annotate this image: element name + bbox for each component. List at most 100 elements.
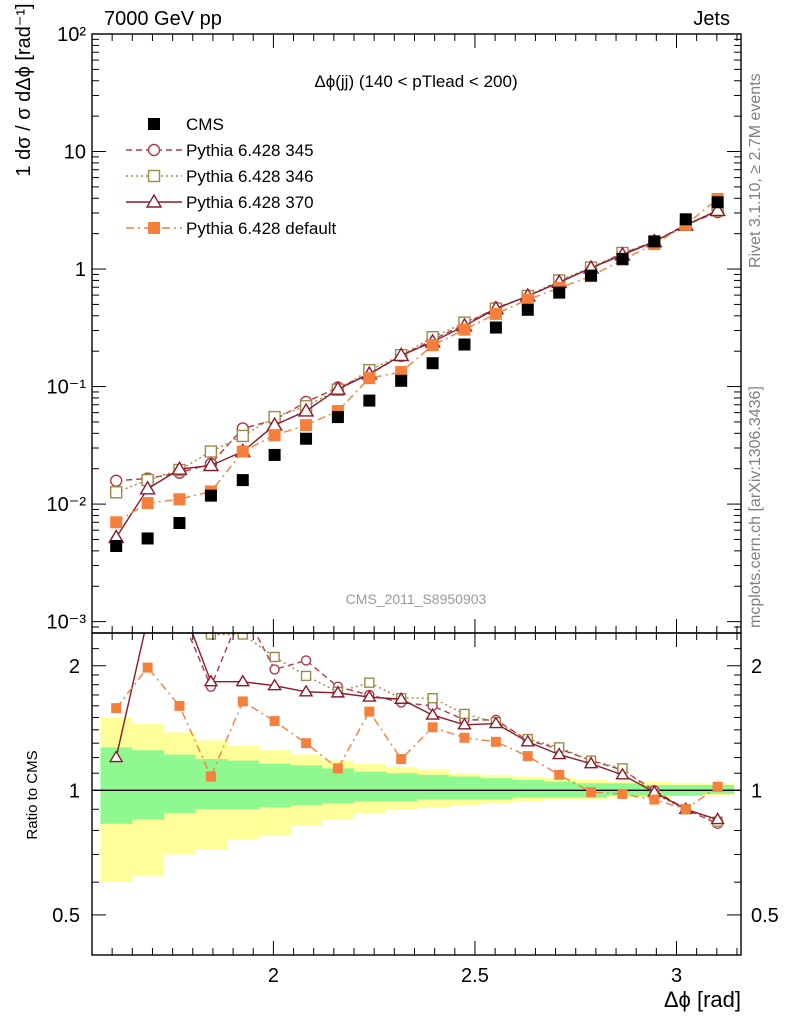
main-point-cms [679,213,692,226]
main-point-pythia-6-428-default [173,493,186,506]
main-point-pythia-6-428-default [521,293,534,306]
band-inner-bin [480,778,513,800]
ratio-point-pythia-6-428-370 [203,674,219,687]
band-inner-bin [543,781,576,798]
ratio-point-pythia-6-428-default [237,696,248,707]
main-point-pythia-6-428-370 [392,347,410,362]
main-point-pythia-6-428-346 [236,429,249,443]
ratio-point-pythia-6-428-default [142,662,153,673]
main-point-pythia-6-428-370 [329,380,347,395]
main-point-pythia-6-428-346 [109,486,123,499]
legend-marker-cms [148,118,160,130]
ratio-point-pythia-6-428-default [205,771,216,782]
legend: CMS Pythia 6.428 345 Pythia 6.428 346 Pythi… [126,115,337,238]
plot-header-left: 7000 GeV pp [104,8,222,30]
main-point-cms [458,338,471,351]
ratio-point-pythia-6-428-345 [112,556,121,565]
ratio-point-pythia-6-428-370 [615,767,630,780]
main-series [107,192,726,552]
band-inner-bin [195,759,228,810]
panel-frames [91,33,742,956]
axis-labels: Δϕ(jj) (140 < pTlead < 200) CMS_2011_S895… [13,3,741,1012]
main-point-pythia-6-428-370 [139,480,156,495]
ratio-point-pythia-6-428-370 [488,716,504,729]
ratio-point-pythia-6-428-default [459,732,470,743]
legend-marker-pythia-6-428-345 [147,143,161,157]
band-inner-bin [290,765,323,806]
legend-label-pythia-6-428-345: Pythia 6.428 345 [186,141,314,160]
main-point-cms [521,303,534,316]
legend-marker-pythia-6-428-346 [147,169,161,183]
main-point-cms [395,374,408,387]
main-point-pythia-6-428-370 [171,460,188,475]
ratio-point-pythia-6-428-345 [300,655,312,666]
main-point-pythia-6-428-default [489,307,502,320]
main-point-cms [173,517,186,530]
ratio-point-pythia-6-428-370 [267,678,282,691]
legend-label-cms: CMS [186,115,224,134]
main-line-pythia-6-428-345 [116,211,718,482]
main-point-pythia-6-428-default [268,429,281,442]
ratio-point-pythia-6-428-346 [237,633,248,640]
main-point-cms [331,411,344,424]
ratio-point-pythia-6-428-default [712,781,723,792]
main-point-cms [236,474,249,487]
plot-header-right: Jets [693,8,730,30]
ratio-point-pythia-6-428-default [680,804,691,815]
ratio-point-pythia-6-428-346 [300,670,312,682]
main-point-pythia-6-428-370 [297,402,315,417]
ratio-y-tick-label-left: 0.5 [52,905,80,927]
legend-label-pythia-6-428-346: Pythia 6.428 346 [186,167,314,186]
band-inner-bin [385,773,418,802]
ratio-line-pythia-6-428-370 [115,633,718,821]
ratio-y-tick-label-right: 2 [751,656,762,678]
main-plot-title: Δϕ(jj) (140 < pTlead < 200) [314,72,517,91]
ratio-point-pythia-6-428-345 [238,604,247,613]
x-tick-label: 2.5 [461,965,489,987]
ratio-point-pythia-6-428-346 [269,651,280,663]
band-inner-bin [131,750,165,820]
main-point-pythia-6-428-345 [109,474,123,487]
ratio-point-pythia-6-428-370 [362,689,377,702]
ratio-point-pythia-6-428-370 [551,747,567,760]
ratio-point-pythia-6-428-346 [175,601,184,610]
ratio-uncertainty-bands [92,717,741,883]
ratio-series [108,556,725,830]
ratio-point-pythia-6-428-default [269,716,280,727]
main-point-cms [711,196,724,209]
main-y-tick-label: 10⁻³ [47,612,87,634]
ratio-point-pythia-6-428-default [427,722,438,733]
ratio-point-pythia-6-428-346 [427,692,438,704]
band-inner-bin [416,774,450,800]
ratio-point-pythia-6-428-345 [175,607,184,616]
main-point-cms [585,269,598,282]
ratio-point-pythia-6-428-345 [269,664,280,675]
band-inner-bin [512,779,544,798]
main-point-cms [426,357,439,370]
ratio-y-tick-label-left: 1 [69,780,80,802]
ratio-point-pythia-6-428-default [554,769,565,780]
main-point-pythia-6-428-346 [204,445,218,458]
ratio-point-pythia-6-428-370 [108,750,124,763]
ratio-point-pythia-6-428-370 [298,684,314,697]
ratio-y-tick-label-right: 1 [751,780,762,802]
ratio-point-pythia-6-428-default [522,751,533,762]
main-y-tick-label: 10⁻¹ [47,377,87,399]
ratio-y-axis-label: Ratio to CMS [24,750,41,839]
ratio-line-pythia-6-428-345 [187,633,718,825]
ratio-point-pythia-6-428-370 [710,812,725,825]
main-point-pythia-6-428-default [363,372,376,385]
ratio-point-pythia-6-428-370 [330,685,346,698]
ratio-point-pythia-6-428-345 [143,577,152,586]
ratio-point-pythia-6-428-370 [173,593,185,603]
ratio-point-pythia-6-428-370 [425,707,440,720]
ratio-point-pythia-6-428-default [396,754,407,765]
ratio-point-pythia-6-428-370 [235,674,250,687]
main-point-cms [204,489,217,502]
ratio-point-pythia-6-428-346 [143,583,152,592]
ratio-line-pythia-6-428-default [115,666,719,811]
band-inner-bin [163,754,196,814]
ratio-point-pythia-6-428-346 [205,633,217,640]
band-inner-bin [227,760,259,810]
